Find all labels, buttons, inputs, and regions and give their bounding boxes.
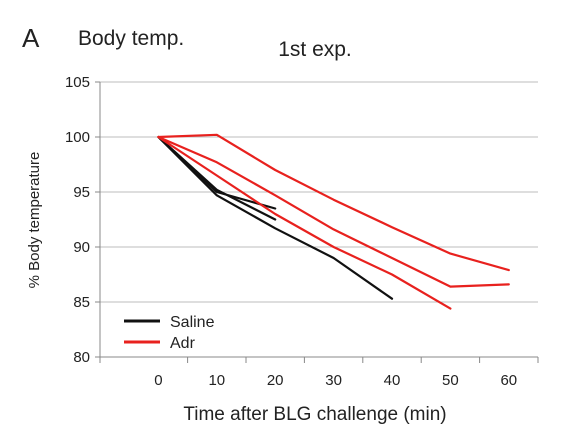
y-tick-label: 80: [73, 349, 90, 366]
y-axis-label: % Body temperature: [26, 152, 43, 289]
saline-series-line: [157, 135, 394, 300]
data-lines: [157, 133, 510, 310]
y-axis: 80 85 90 95 100 105: [65, 74, 101, 366]
x-tick-label: 20: [267, 372, 284, 389]
adr-series-line: [157, 135, 452, 310]
x-tick-label: 0: [154, 372, 162, 389]
x-axis-label: Time after BLG challenge (min): [183, 404, 446, 425]
x-tick-label: 10: [208, 372, 225, 389]
chart-subtitle: Body temp.: [78, 27, 184, 50]
y-tick-label: 105: [65, 74, 90, 91]
y-tick-label: 100: [65, 129, 90, 146]
x-tick-label: 40: [384, 372, 401, 389]
legend-label-saline: Saline: [170, 314, 215, 331]
y-tick-label: 85: [73, 294, 90, 311]
saline-series-line: [157, 135, 277, 210]
legend: Saline Adr: [124, 314, 215, 352]
x-axis: 0 10 20 30 40 50 60: [99, 356, 539, 389]
y-tick-label: 95: [73, 184, 90, 201]
chart-title: 1st exp.: [278, 38, 352, 61]
adr-series-line: [157, 135, 510, 288]
y-tick-label: 90: [73, 239, 90, 256]
x-tick-label: 30: [325, 372, 342, 389]
adr-series-line: [157, 133, 510, 272]
x-tick-label: 50: [442, 372, 459, 389]
x-tick-label: 60: [500, 372, 517, 389]
panel-label: A: [22, 23, 40, 53]
legend-label-adr: Adr: [170, 335, 196, 352]
